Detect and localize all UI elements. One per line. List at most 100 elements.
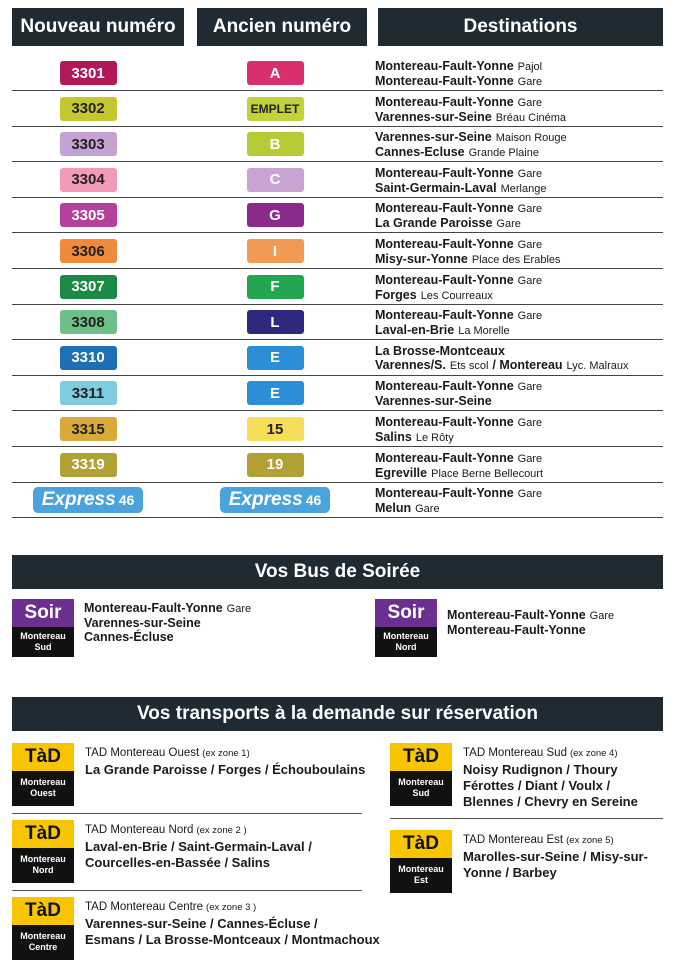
new-badge: 3303 (59, 132, 117, 157)
destinations: Montereau-Fault-Yonne Gare Forges Les Courr… (375, 273, 542, 303)
place: Varennes-sur-Seine (375, 394, 492, 409)
tad-heading: TAD Montereau Sud (ex zone 4) (463, 744, 638, 762)
stop: Place des Erables (471, 254, 561, 266)
destination-line: Salins Le Rôty (375, 430, 542, 445)
tad-line: Férottes / Diant / Voulx / (463, 778, 611, 793)
tad-badge: TàD Montereau Sud (390, 743, 452, 806)
new-badge: 3319 (59, 452, 117, 477)
table-row: 3303 B Varennes-sur-Seine Maison Rouge Canne… (12, 126, 663, 163)
tad-line: Blennes / Chevry en Sereine (463, 794, 638, 809)
place: Montereau-Fault-Yonne (375, 237, 514, 251)
column-header: Nouveau numéro (12, 8, 184, 46)
zone-line: Sud (34, 642, 52, 652)
stop: Gare (496, 218, 521, 231)
destination-line: Varennes-sur-Seine Maison Rouge (375, 130, 567, 145)
zone-line: Montereau (20, 931, 66, 941)
badge-zone: Montereau Centre (12, 925, 74, 960)
destinations: Montereau-Fault-Yonne Gare Varennes-sur-Se… (84, 601, 251, 644)
destination-line: Saint-Germain-Laval Merlange (375, 181, 546, 196)
destination-line: Montereau-Fault-Yonne Gare (84, 601, 251, 616)
tad-line: Noisy Rudignon / Thoury (463, 762, 618, 777)
section-title: Vos Bus de Soirée (12, 555, 663, 589)
stop: Gare (517, 76, 543, 88)
tad-line: Esmans / La Brosse-Montceaux / Montmacho… (85, 932, 380, 947)
zone-line: Nord (395, 642, 417, 652)
tad-note: (ex zone 3 ) (206, 902, 257, 913)
destinations: Montereau-Fault-Yonne Gare Montereau-Fault… (447, 608, 614, 637)
destination-line: Montereau-Fault-Yonne Pajol (375, 59, 542, 74)
column-header: Destinations (378, 8, 663, 46)
destination-line: Cannes-Ecluse Grande Plaine (375, 145, 567, 160)
place: Misy-sur-Yonne (375, 252, 468, 266)
express-label: Express (228, 489, 303, 511)
new-badge: 3301 (59, 61, 117, 85)
table-row: 3304 C Montereau-Fault-Yonne Gare Saint-Germ… (12, 162, 663, 198)
destinations: La Brosse-Montceaux Varennes/S. Ets scol / … (375, 344, 629, 373)
old-badge: 15 (246, 417, 304, 441)
destination-line: La Grande Paroisse Gare (375, 216, 542, 231)
soir-badge: Soir Montereau Nord (375, 599, 437, 657)
stop: Place Berne Bellecourt (431, 467, 544, 480)
destination-line: Montereau-Fault-Yonne (447, 623, 614, 637)
destination-line: Montereau-Fault-Yonne Gare (375, 95, 566, 110)
tad-line: Yonne / Barbey (463, 865, 557, 880)
new-badge: 3307 (59, 274, 117, 299)
tad-heading: TAD Montereau Ouest (ex zone 1) (85, 744, 365, 762)
badge-zone: Montereau Ouest (12, 771, 74, 806)
place: Montereau-Fault-Yonne (375, 450, 514, 465)
table-row: 3302 EMPLET Montereau-Fault-Yonne Gare Varen… (12, 91, 663, 127)
old-badge: G (246, 203, 304, 228)
tad-text: TAD Montereau Sud (ex zone 4) Noisy Rudign… (463, 744, 638, 810)
destination-line: Montereau-Fault-Yonne Gare (375, 486, 542, 501)
express-number: 46 (305, 492, 322, 509)
tad-note: (ex zone 4) (569, 748, 618, 759)
place: Melun (375, 501, 412, 516)
table-row: Express 46 Express 46 Montereau-Fault-Yonne G… (12, 482, 663, 519)
destination-line: Montereau-Fault-Yonne Gare (375, 201, 542, 216)
stop: Gare (517, 167, 543, 180)
destinations: Montereau-Fault-Yonne Gare Egreville Place … (375, 451, 543, 481)
destinations: Montereau-Fault-Yonne Gare Salins Le Rôty (375, 415, 542, 445)
separator (390, 818, 663, 819)
tad-text: TAD Montereau Nord (ex zone 2 ) Laval-en-B… (85, 821, 312, 871)
destinations: Montereau-Fault-Yonne Gare Varennes-sur-Se… (375, 95, 566, 125)
stop: Pajol (517, 61, 543, 73)
badge-label: Soir (375, 599, 437, 627)
place: Montereau-Fault-Yonne (375, 165, 514, 180)
column-header: Ancien numéro (197, 8, 367, 46)
destination-line: Misy-sur-Yonne Place des Erables (375, 252, 561, 267)
stop: Bréau Cinéma (495, 111, 567, 124)
table-row: 3307 F Montereau-Fault-Yonne Gare Forges Les … (12, 269, 663, 305)
old-badge: F (246, 274, 304, 299)
destination-line: Varennes-sur-Seine (375, 394, 542, 408)
destination-line: Montereau-Fault-Yonne Gare (375, 415, 542, 430)
tad-name: TAD Montereau Nord (85, 824, 194, 836)
tad-heading: TAD Montereau Est (ex zone 5) (463, 831, 648, 849)
table-row: 3306 I Montereau-Fault-Yonne Gare Misy-sur-Y… (12, 233, 663, 269)
badge-label: TàD (390, 743, 452, 771)
tad-note: (ex zone 2 ) (196, 825, 247, 836)
express-number: 46 (118, 492, 135, 509)
zone-line: Nord (32, 865, 54, 875)
destination-line: Montereau-Fault-Yonne Gare (375, 237, 561, 252)
stop: Gare (415, 503, 440, 516)
table-row: 3308 L Montereau-Fault-Yonne Gare Laval-en-B… (12, 304, 663, 341)
destination-line: Egreville Place Berne Bellecourt (375, 466, 543, 481)
destinations: Montereau-Fault-Yonne Gare La Grande Paroi… (375, 201, 542, 231)
badge-label: TàD (12, 743, 74, 771)
place: Montereau-Fault-Yonne (447, 623, 586, 637)
destination-line: Laval-en-Brie La Morelle (375, 323, 542, 338)
zone-line: Centre (28, 942, 58, 952)
zone-line: Est (413, 875, 428, 885)
old-badge: E (246, 345, 304, 370)
zone-line: Ouest (30, 788, 56, 798)
tad-line: La Grande Paroisse / Forges / Échouboula… (85, 762, 366, 777)
place: La Brosse-Montceaux (375, 343, 505, 358)
separator (12, 890, 362, 891)
tad-heading: TAD Montereau Nord (ex zone 2 ) (85, 821, 312, 839)
stop: Grande Plaine (468, 147, 539, 160)
stop: Gare (517, 452, 543, 465)
place: Varennes-sur-Seine (375, 109, 492, 124)
zone-line: Montereau (398, 777, 444, 787)
stop: Maison Rouge (495, 132, 567, 145)
